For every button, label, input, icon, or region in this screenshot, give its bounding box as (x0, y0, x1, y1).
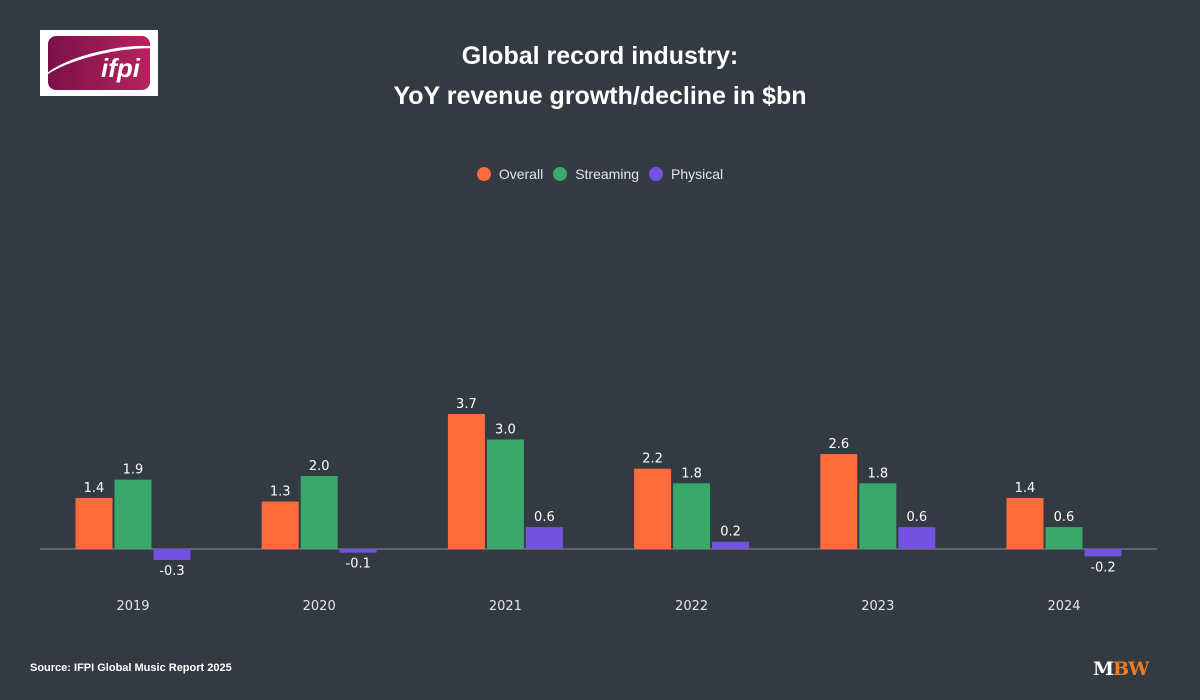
bar-overall-2024 (1006, 497, 1044, 549)
data-label: 0.6 (534, 510, 555, 525)
bar-streaming-2019 (114, 479, 152, 549)
ifpi-logo: ifpi (40, 30, 158, 96)
bar-streaming-2022 (673, 483, 711, 549)
title-line-1: Global record industry: (461, 42, 739, 70)
legend-item-physical[interactable]: Physical (649, 166, 723, 182)
mbw-logo: MBW (1093, 658, 1149, 680)
legend-swatch (553, 167, 568, 181)
data-label: 2.2 (642, 452, 663, 467)
bar-overall-2020 (261, 501, 299, 549)
bar-streaming-2021 (486, 439, 524, 549)
source-note: Source: IFPI Global Music Report 2025 (30, 662, 232, 674)
bar-physical-2020 (339, 549, 377, 553)
data-label: 3.7 (456, 397, 477, 412)
legend-label: Streaming (575, 166, 640, 182)
data-label: 1.8 (681, 466, 702, 481)
bar-overall-2022 (634, 468, 672, 549)
title-line-2: YoY revenue growth/decline in $bn (393, 82, 807, 110)
legend-item-streaming[interactable]: Streaming (553, 166, 639, 182)
bar-overall-2023 (820, 454, 858, 549)
legend-swatch (649, 167, 664, 181)
legend: Overall Streaming Physical (0, 166, 1200, 184)
data-label: 0.2 (720, 525, 741, 540)
bar-physical-2021 (525, 527, 563, 549)
legend-item-overall[interactable]: Overall (476, 166, 544, 182)
bar-physical-2022 (712, 541, 750, 549)
data-label: 0.6 (1054, 510, 1075, 525)
bar-overall-2019 (75, 497, 113, 549)
data-label: -0.1 (346, 557, 371, 572)
bar-streaming-2023 (859, 483, 897, 549)
data-label: 1.3 (270, 485, 291, 500)
bar-streaming-2020 (300, 476, 338, 549)
bar-physical-2023 (898, 527, 936, 549)
data-label: 3.0 (495, 423, 516, 438)
bar-physical-2019 (153, 549, 191, 560)
legend-label: Physical (671, 166, 724, 182)
data-label: 1.9 (123, 463, 144, 478)
bar-physical-2024 (1084, 549, 1122, 557)
data-label: 1.4 (84, 481, 105, 496)
data-label: -0.2 (1090, 560, 1115, 575)
x-tick-label: 2023 (861, 599, 894, 614)
chart-title: Global record industry: YoY revenue growt… (0, 36, 1200, 116)
x-tick-label: 2021 (489, 599, 522, 614)
logo-text: ifpi (101, 53, 140, 83)
legend-label: Overall (498, 166, 544, 182)
legend-swatch (476, 167, 491, 181)
data-label: 1.4 (1015, 481, 1036, 496)
bar-streaming-2024 (1045, 527, 1083, 549)
x-tick-label: 2020 (303, 599, 336, 614)
data-label: 2.6 (828, 437, 849, 452)
x-tick-label: 2019 (116, 599, 149, 614)
data-label: 2.0 (309, 459, 330, 474)
data-label: 0.6 (906, 510, 927, 525)
bar-overall-2021 (447, 413, 485, 549)
data-label: 1.8 (867, 466, 888, 481)
data-label: -0.3 (159, 564, 184, 579)
x-tick-label: 2022 (675, 599, 708, 614)
x-tick-label: 2024 (1047, 599, 1080, 614)
